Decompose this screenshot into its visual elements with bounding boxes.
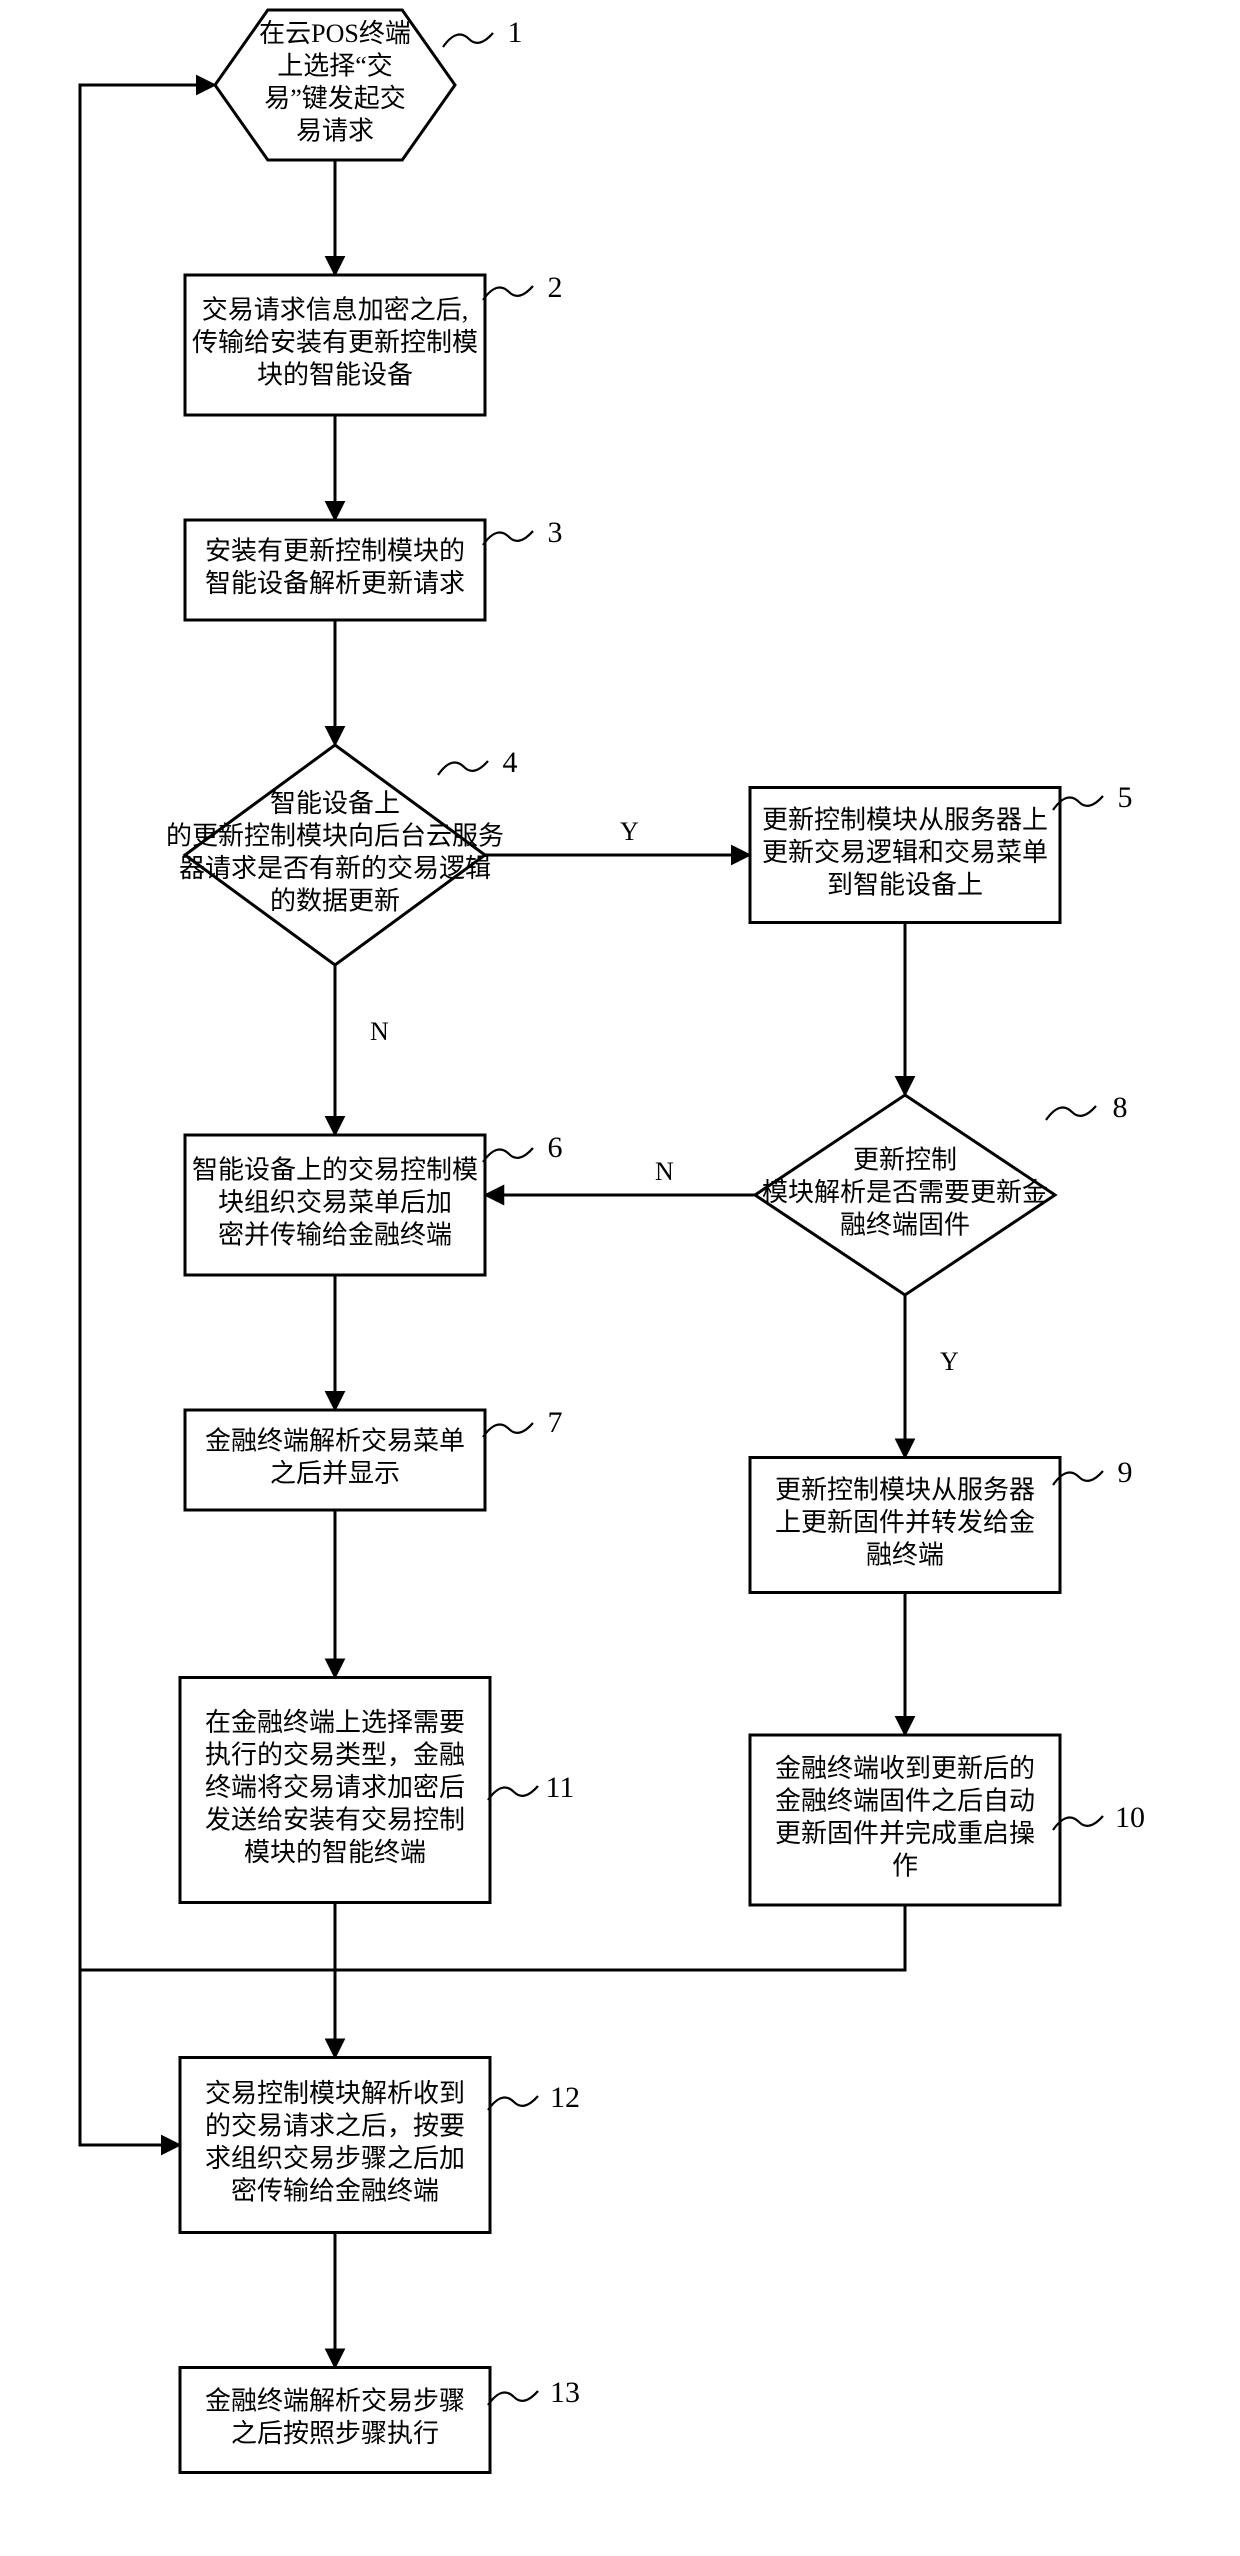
edge-label: N (655, 1157, 674, 1186)
node-text: 安装有更新控制模块的 (205, 537, 465, 566)
step-number-label: 6 (548, 1131, 563, 1164)
node-text: 传输给安装有更新控制模 (192, 328, 478, 357)
flow-node-n6: 智能设备上的交易控制模块组织交易菜单后加密并传输给金融终端 (185, 1135, 485, 1275)
node-text: 交易请求信息加密之后, (202, 295, 469, 324)
node-text: 在金融终端上选择需要 (205, 1708, 465, 1737)
node-text: 器请求是否有新的交易逻辑 (179, 854, 491, 883)
label-connector (1046, 1106, 1096, 1120)
step-number-label: 10 (1115, 1801, 1145, 1834)
node-text: 智能设备上 (270, 789, 400, 818)
node-text: 块组织交易菜单后加 (218, 1188, 452, 1217)
label-connector (483, 531, 533, 545)
node-text: 求组织交易步骤之后加 (205, 2144, 465, 2173)
node-text: 之后按照步骤执行 (231, 2419, 439, 2448)
flow-node-n5: 更新控制模块从服务器上更新交易逻辑和交易菜单到智能设备上 (750, 788, 1060, 923)
node-text: 更新固件并完成重启操 (775, 1819, 1035, 1848)
node-text: 易请求 (296, 117, 374, 146)
step-number-label: 7 (548, 1406, 563, 1439)
step-number-label: 1 (508, 16, 523, 49)
node-text: 密并传输给金融终端 (218, 1220, 452, 1249)
node-text: 更新控制模块从服务器上 (762, 805, 1048, 834)
node-text: 融终端 (866, 1540, 944, 1569)
node-text: 块的智能设备 (257, 360, 413, 389)
step-number-label: 3 (548, 516, 563, 549)
step-number-label: 9 (1118, 1456, 1133, 1489)
label-connector (443, 33, 493, 47)
label-connector (483, 1148, 533, 1162)
node-text: 的更新控制模块向后台云服务 (166, 822, 504, 851)
edge-label: Y (620, 817, 639, 846)
node-text: 终端将交易请求加密后 (205, 1773, 465, 1802)
node-text: 易”键发起交 (264, 84, 406, 113)
node-text: 上选择“交 (277, 52, 393, 81)
node-text: 到智能设备上 (827, 870, 983, 899)
flow-node-n9: 更新控制模块从服务器上更新固件并转发给金融终端 (750, 1458, 1060, 1593)
label-connector (488, 1786, 538, 1800)
flow-node-n7: 金融终端解析交易菜单之后并显示 (185, 1410, 485, 1510)
node-text: 金融终端解析交易步骤 (205, 2387, 465, 2416)
flow-node-n11: 在金融终端上选择需要执行的交易类型，金融终端将交易请求加密后发送给安装有交易控制… (180, 1678, 490, 1903)
edge-label: Y (940, 1347, 959, 1376)
label-connector (483, 1423, 533, 1437)
node-text: 在云POS终端 (259, 19, 411, 48)
flowchart-diagram: 在云POS终端上选择“交易”键发起交易请求交易请求信息加密之后, 传输给安装有更新… (0, 0, 1240, 2556)
flow-node-n1: 在云POS终端上选择“交易”键发起交易请求 (215, 10, 455, 160)
step-number-label: 8 (1113, 1091, 1128, 1124)
node-text: 更新交易逻辑和交易菜单 (762, 838, 1048, 867)
node-text: 模块的智能终端 (244, 1838, 426, 1867)
flow-edge-poly (80, 85, 905, 1970)
node-text: 作 (892, 1852, 918, 1881)
node-text: 的交易请求之后，按要 (205, 2112, 465, 2141)
node-text: 执行的交易类型，金融 (205, 1740, 465, 1769)
node-text: 的数据更新 (270, 887, 400, 916)
node-text: 发送给安装有交易控制 (205, 1805, 465, 1834)
step-number-label: 12 (550, 2081, 580, 2114)
flow-node-n12: 交易控制模块解析收到的交易请求之后，按要求组织交易步骤之后加密传输给金融终端 (180, 2058, 490, 2233)
label-connector (483, 286, 533, 300)
flow-node-n2: 交易请求信息加密之后, 传输给安装有更新控制模块的智能设备 (185, 275, 485, 415)
node-text: 金融终端收到更新后的 (775, 1754, 1035, 1783)
node-text: 上更新固件并转发给金 (775, 1508, 1035, 1537)
step-number-label: 2 (548, 271, 563, 304)
step-number-label: 5 (1118, 781, 1133, 814)
node-text: 金融终端解析交易菜单 (205, 1427, 465, 1456)
step-number-label: 4 (503, 746, 518, 779)
label-connector (438, 761, 488, 775)
node-text: 之后并显示 (270, 1459, 400, 1488)
node-text: 金融终端固件之后自动 (775, 1787, 1035, 1816)
label-connector (488, 2391, 538, 2405)
flow-edge-poly (80, 1970, 180, 2145)
step-number-label: 11 (546, 1771, 575, 1804)
edge-label: N (370, 1017, 389, 1046)
node-text: 模块解析是否需要更新金 (762, 1178, 1048, 1207)
node-text: 融终端固件 (840, 1210, 970, 1239)
step-number-label: 13 (550, 2376, 580, 2409)
flow-node-n13: 金融终端解析交易步骤之后按照步骤执行 (180, 2368, 490, 2473)
node-text: 更新控制 (853, 1145, 957, 1174)
flow-node-n3: 安装有更新控制模块的智能设备解析更新请求 (185, 520, 485, 620)
node-text: 智能设备上的交易控制模 (192, 1155, 478, 1184)
label-connector (488, 2096, 538, 2110)
flow-node-n10: 金融终端收到更新后的金融终端固件之后自动更新固件并完成重启操作 (750, 1735, 1060, 1905)
flow-node-n8: 更新控制模块解析是否需要更新金融终端固件 (755, 1095, 1055, 1295)
node-text: 密传输给金融终端 (231, 2177, 439, 2206)
node-text: 更新控制模块从服务器 (775, 1475, 1035, 1504)
node-text: 交易控制模块解析收到 (205, 2079, 465, 2108)
node-text: 智能设备解析更新请求 (205, 569, 465, 598)
flow-node-n4: 智能设备上的更新控制模块向后台云服务器请求是否有新的交易逻辑的数据更新 (166, 745, 504, 965)
